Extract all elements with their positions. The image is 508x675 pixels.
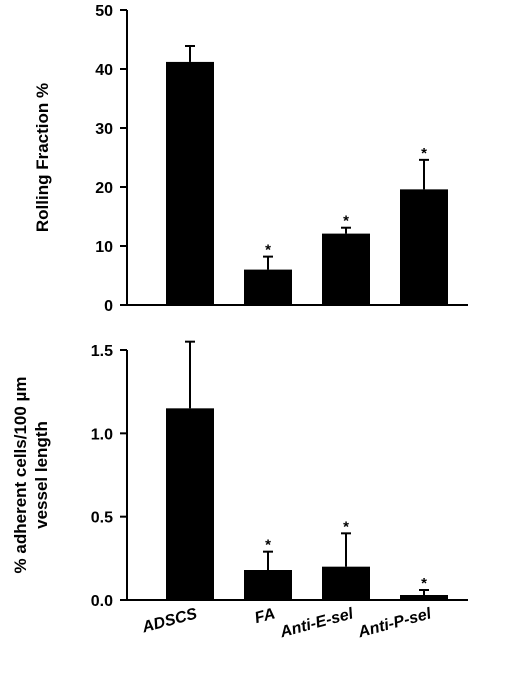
x-category-label: ADSCS	[140, 605, 200, 636]
significance-marker: *	[343, 518, 349, 535]
y-tick-label: 0.0	[91, 593, 113, 610]
bar-adscs	[166, 61, 214, 305]
chart-panel-2: 0.0 0.5 1.0 1.5 % adherent cells/100 µm vesse…	[11, 340, 468, 641]
bar-anti-e-sel	[322, 233, 370, 305]
significance-marker: *	[343, 213, 349, 230]
y-axis-title: vessel length	[32, 421, 51, 529]
y-tick-label: 1.5	[91, 343, 113, 360]
x-category-label: Anti-P-sel	[356, 605, 434, 641]
x-category-label: FA	[253, 605, 277, 627]
y-tick-label: 30	[95, 121, 113, 138]
chart-panel-1: 0 10 20 30 40 50 Rolling Fraction % * * *	[33, 3, 468, 315]
y-tick-label: 1.0	[91, 426, 113, 443]
significance-marker: *	[265, 537, 271, 554]
y-tick-label: 0.5	[91, 510, 113, 527]
bar-anti-e-sel	[322, 566, 370, 600]
y-tick-label: 20	[95, 180, 113, 197]
bar-adscs	[166, 408, 214, 600]
y-axis-title: Rolling Fraction %	[33, 83, 52, 232]
bar-fa	[244, 570, 292, 600]
y-tick-label: 10	[95, 239, 113, 256]
significance-marker: *	[265, 242, 271, 259]
y-axis-title: % adherent cells/100 µm	[11, 377, 30, 574]
bar-anti-p-sel	[400, 189, 448, 305]
bar-anti-p-sel	[400, 595, 448, 600]
bar-fa	[244, 269, 292, 305]
y-tick-label: 50	[95, 3, 113, 20]
y-tick-label: 40	[95, 62, 113, 79]
significance-marker: *	[421, 575, 427, 592]
significance-marker: *	[421, 145, 427, 162]
x-category-label: Anti-E-sel	[278, 605, 356, 641]
y-tick-label: 0	[104, 298, 113, 315]
